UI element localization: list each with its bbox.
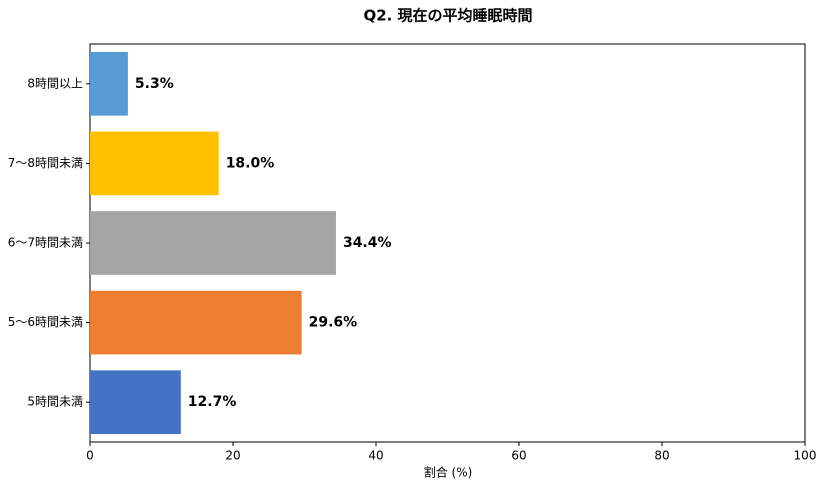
value-label: 12.7%	[188, 394, 237, 410]
value-label: 34.4%	[343, 235, 392, 251]
x-tick-label: 100	[794, 449, 817, 463]
x-tick-label: 0	[86, 449, 94, 463]
x-tick-label: 60	[511, 449, 526, 463]
bar	[90, 131, 219, 196]
y-tick-label: 8時間以上	[27, 76, 83, 90]
value-label: 29.6%	[309, 315, 358, 331]
x-axis-label: 割合 (%)	[424, 465, 473, 480]
bar	[90, 211, 336, 275]
x-tick-label: 20	[225, 449, 240, 463]
y-tick-label: 6～7時間未満	[8, 236, 83, 250]
x-tick-label: 40	[368, 449, 383, 463]
value-label: 5.3%	[135, 76, 174, 92]
value-label: 18.0%	[226, 155, 275, 171]
chart-title: Q2. 現在の平均睡眠時間	[363, 7, 532, 25]
bar	[90, 51, 128, 116]
bar	[90, 290, 302, 355]
y-tick-label: 5時間未満	[27, 395, 83, 409]
x-tick-label: 80	[654, 449, 669, 463]
bar	[90, 370, 181, 435]
y-tick-label: 7～8時間未満	[8, 156, 83, 170]
y-tick-label: 5～6時間未満	[8, 315, 83, 329]
